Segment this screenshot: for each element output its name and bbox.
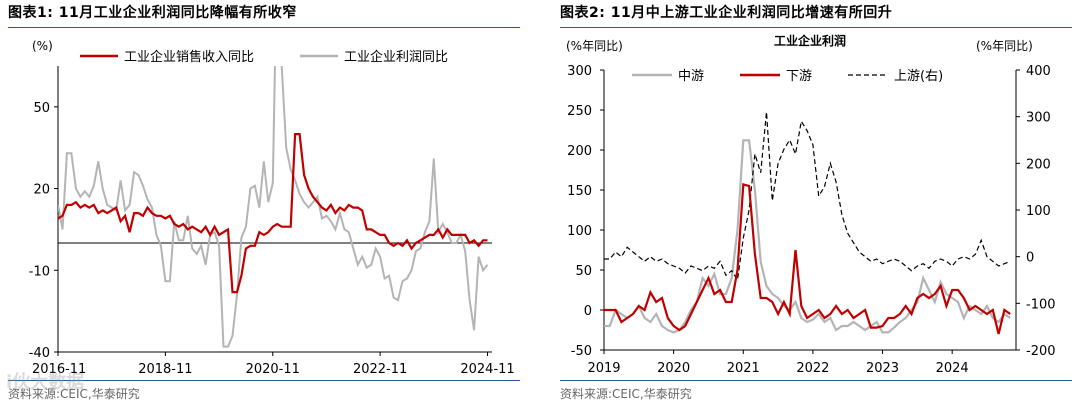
left-y-tick-label: -10 <box>29 264 50 279</box>
right-left-y-tick-label: 250 <box>567 104 592 119</box>
left-x-tick-label: 2020-11 <box>246 362 300 377</box>
left-x-tick-label: 2018-11 <box>138 362 192 377</box>
right-right-y-tick-label: 400 <box>1026 64 1051 79</box>
right-x-tick-label: 2023 <box>866 361 899 376</box>
left-chart-panel: 图表1: 11月工业企业利润同比降幅有所收窄 (%) 50 20 -10 -40 2016… <box>0 0 528 407</box>
left-y-tick-label: -40 <box>29 346 50 361</box>
right-legend-label-downstream: 下游 <box>786 69 812 84</box>
right-x-tick-label: 2024 <box>936 361 969 376</box>
right-x-tick-label: 2022 <box>796 361 829 376</box>
watermark-logo: i伙大数据 <box>6 372 85 393</box>
right-source-note: 资料来源:CEIC,华泰研究 <box>560 387 692 401</box>
right-right-y-tick-label: 200 <box>1026 157 1051 172</box>
right-series-line-midstream <box>604 139 1011 334</box>
left-x-tick-label: 2022-11 <box>353 362 407 377</box>
left-series-line-sales-revenue <box>58 133 488 294</box>
left-series-line-profit <box>58 66 489 348</box>
left-legend-label-sales-revenue: 工业企业销售收入同比 <box>124 49 254 65</box>
right-left-unit-label: (%年同比) <box>566 39 623 53</box>
right-right-y-tick-label: -200 <box>1026 344 1056 359</box>
right-chart-subtitle: 工业企业利润 <box>774 33 846 48</box>
right-chart-svg: (%年同比) (%年同比) 工业企业利润 300 250 200 150 100 50 0 -50 4… <box>566 33 1056 376</box>
right-left-y-tick-label: 0 <box>584 304 592 319</box>
left-y-unit-label: (%) <box>32 39 53 53</box>
right-right-y-tick-label: 300 <box>1026 111 1051 126</box>
right-chart-panel: 图表2: 11月中上游工业企业利润同比增速有所回升 (%年同比) (%年同比) 工业… <box>552 0 1080 407</box>
right-right-y-tick-label: 100 <box>1026 204 1051 219</box>
right-left-y-tick-label: 150 <box>567 184 592 199</box>
right-right-y-tick-label: 0 <box>1026 251 1034 266</box>
right-legend-label-upstream: 上游(右) <box>894 69 943 84</box>
left-bottom-rule <box>8 380 520 381</box>
left-legend-label-profit: 工业企业利润同比 <box>344 49 448 65</box>
right-x-tick-label: 2020 <box>657 361 690 376</box>
left-source-note: 资料来源:CEIC,华泰研究 <box>8 387 140 401</box>
right-left-y-tick-label: 300 <box>567 64 592 79</box>
right-chart-title: 图表2: 11月中上游工业企业利润同比增速有所回升 <box>560 5 893 21</box>
right-left-y-tick-label: 100 <box>567 224 592 239</box>
left-x-tick-label: 2016-11 <box>32 362 86 377</box>
right-x-tick-label: 2021 <box>727 361 760 376</box>
right-x-tick-label: 2019 <box>587 361 620 376</box>
right-left-y-tick-label: 200 <box>567 144 592 159</box>
left-y-tick-label: 50 <box>33 101 50 116</box>
right-right-unit-label: (%年同比) <box>976 39 1033 53</box>
right-left-y-tick-label: 50 <box>575 264 592 279</box>
right-right-y-tick-label: -100 <box>1026 297 1056 312</box>
right-title-rule <box>560 27 1072 28</box>
right-bottom-rule <box>560 380 1072 381</box>
left-x-tick-label: 2024-11 <box>460 362 514 377</box>
left-title-rule <box>8 27 520 28</box>
right-left-y-tick-label: -50 <box>571 344 592 359</box>
left-y-tick-label: 20 <box>33 183 50 198</box>
right-series-line-upstream <box>604 111 1011 282</box>
right-legend-label-midstream: 中游 <box>678 69 704 84</box>
right-series-line-downstream <box>604 182 1011 335</box>
left-chart-title: 图表1: 11月工业企业利润同比降幅有所收窄 <box>8 5 297 21</box>
